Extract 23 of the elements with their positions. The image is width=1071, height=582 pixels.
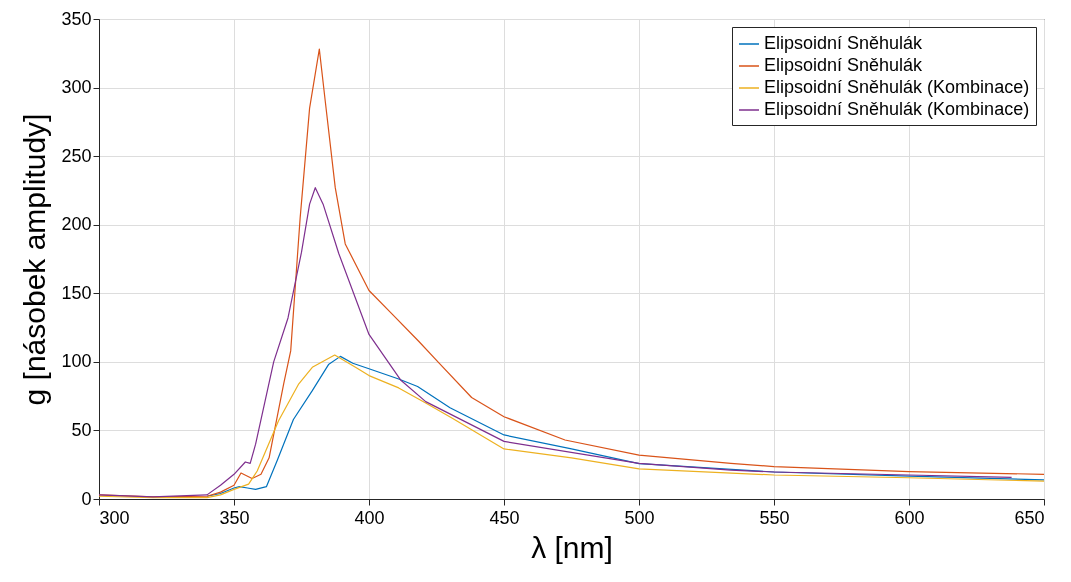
y-tick-label: 50 [71, 419, 92, 440]
x-tick-label: 500 [624, 507, 655, 528]
legend-label: Elipsoidní Sněhulák (Kombinace) [764, 77, 1030, 97]
x-tick-label: 550 [759, 507, 790, 528]
y-tick-label: 300 [61, 77, 92, 98]
x-tick-label: 300 [99, 507, 130, 528]
legend-label: Elipsoidní Sněhulák (Kombinace) [764, 99, 1030, 119]
y-tick-label: 250 [61, 145, 92, 166]
x-tick-label: 650 [1014, 507, 1045, 528]
legend-label: Elipsoidní Sněhulák [764, 55, 924, 75]
x-tick-label: 600 [894, 507, 925, 528]
x-axis-title: λ [nm] [531, 530, 613, 564]
x-tick-label: 350 [219, 507, 250, 528]
y-tick-label: 150 [61, 282, 92, 303]
legend-label: Elipsoidní Sněhulák [764, 33, 924, 53]
line-series [99, 187, 1013, 498]
x-tick-label: 450 [489, 507, 520, 528]
y-tick-label: 100 [61, 351, 92, 372]
y-tick-label: 0 [81, 488, 92, 509]
y-tick-label: 350 [61, 8, 92, 29]
x-tick-label: 400 [354, 507, 385, 528]
y-tick-label: 200 [61, 214, 92, 235]
y-axis-title: g [násobek amplitudy] [18, 113, 52, 406]
